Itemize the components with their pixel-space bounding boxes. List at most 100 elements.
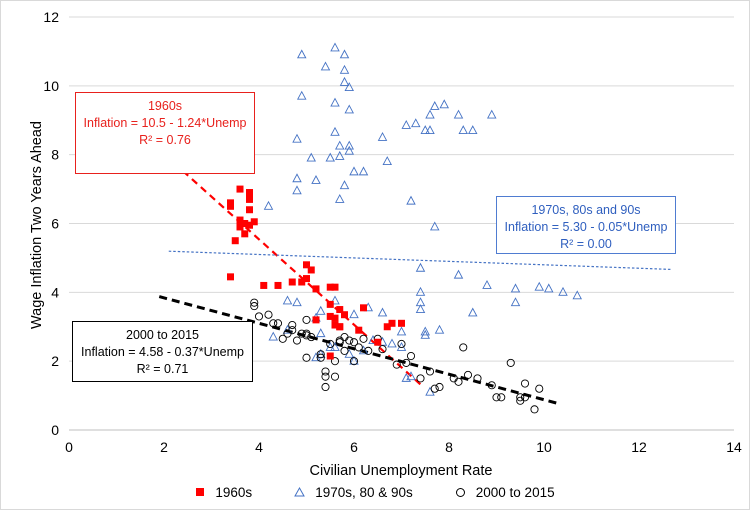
- legend: 1960s 1970s, 80 & 90s 2000 to 2015: [1, 481, 749, 503]
- annotation-2000s-title: 2000 to 2015: [126, 328, 199, 342]
- point-1960s: [246, 195, 253, 203]
- point-1970s-90s: [344, 145, 354, 155]
- point-1970s-90s: [396, 326, 407, 336]
- axes: 0 2 4 6 8 10 12 0 2 4 6 8 10 12 14: [43, 9, 742, 455]
- point-1970s-90s: [468, 307, 478, 317]
- point-1960s: [236, 223, 244, 231]
- point-2000-2015: [302, 315, 311, 324]
- y-tick-label: 4: [51, 284, 59, 300]
- point-1970s-90s: [263, 200, 274, 210]
- legend-label-1970s: 1970s, 80 & 90s: [315, 484, 413, 500]
- point-2000-2015: [250, 302, 259, 311]
- legend-item-1970s: 1970s, 80 & 90s: [294, 481, 413, 503]
- point-1960s: [227, 202, 234, 210]
- point-1960s: [260, 281, 268, 289]
- point-1970s-90s: [297, 49, 307, 59]
- point-2000-2015: [316, 350, 325, 359]
- point-2000-2015: [250, 298, 259, 307]
- point-1970s-90s: [377, 307, 388, 317]
- point-1970s-90s: [430, 101, 440, 110]
- point-1970s-90s: [292, 173, 302, 183]
- point-1970s-90s: [330, 295, 340, 305]
- point-2000-2015: [402, 358, 411, 367]
- point-1960s: [326, 283, 334, 291]
- legend-item-2000s: 2000 to 2015: [455, 481, 555, 503]
- y-tick-label: 12: [43, 9, 59, 25]
- point-2000-2015: [349, 338, 359, 347]
- legend-label-2000s: 2000 to 2015: [475, 484, 555, 500]
- point-2000-2015: [530, 405, 539, 414]
- point-1970s-90s: [316, 328, 326, 338]
- point-1970s-90s: [330, 126, 340, 136]
- point-1970s-90s: [544, 283, 554, 293]
- point-1970s-90s: [387, 338, 397, 348]
- point-1970s-90s: [292, 185, 302, 195]
- point-1970s-90s: [344, 140, 354, 150]
- point-1970s-90s: [420, 329, 430, 339]
- point-2000-2015: [459, 343, 468, 352]
- point-1960s: [250, 218, 258, 226]
- point-1960s: [246, 221, 253, 229]
- point-1960s: [341, 311, 348, 319]
- point-2000-2015: [454, 377, 463, 386]
- point-2000-2015: [520, 393, 530, 402]
- y-tick-label: 0: [51, 422, 59, 438]
- annotation-1970s-equation: Inflation = 5.30 - 0.05*Unemp: [504, 220, 668, 234]
- trend-line-1970s-90s: [168, 250, 673, 271]
- point-1960s: [398, 319, 405, 327]
- x-tick-label: 10: [536, 439, 552, 455]
- point-2000-2015: [492, 393, 501, 402]
- annotation-1970s-title: 1970s, 80s and 90s: [531, 203, 641, 217]
- point-1970s-90s: [453, 109, 464, 119]
- point-2000-2015: [330, 357, 340, 366]
- point-1960s: [307, 266, 315, 274]
- point-1960s: [388, 319, 396, 327]
- point-1970s-90s: [306, 152, 316, 162]
- point-1960s: [241, 220, 249, 227]
- point-1960s: [326, 352, 334, 360]
- point-1960s: [331, 314, 339, 322]
- circle-marker-icon: [455, 487, 465, 497]
- point-1970s-90s: [411, 118, 421, 128]
- point-2000-2015: [321, 382, 330, 392]
- point-1970s-90s: [453, 269, 464, 279]
- annotation-2000s-equation: Inflation = 4.58 - 0.37*Unemp: [81, 345, 244, 359]
- point-1960s: [336, 306, 344, 314]
- point-2000-2015: [430, 384, 439, 393]
- y-tick-label: 8: [51, 147, 59, 163]
- annotation-1970s: 1970s, 80s and 90s Inflation = 5.30 - 0.…: [496, 196, 676, 254]
- point-1970s-90s: [282, 324, 293, 334]
- point-1970s-90s: [282, 295, 293, 305]
- point-1960s: [303, 261, 310, 269]
- point-1970s-90s: [311, 175, 321, 184]
- point-1970s-90s: [406, 371, 416, 381]
- point-2000-2015: [321, 367, 330, 376]
- point-2000-2015: [269, 319, 278, 328]
- point-1960s: [241, 230, 249, 238]
- point-1970s-90s: [339, 180, 350, 190]
- point-1970s-90s: [406, 195, 416, 205]
- trend-line-2000-2015: [158, 295, 559, 405]
- point-1970s-90s: [425, 125, 435, 135]
- point-1970s-90s: [330, 97, 340, 107]
- point-1970s-90s: [335, 193, 345, 203]
- point-2000-2015: [473, 374, 482, 383]
- point-2000-2015: [349, 357, 359, 366]
- point-1960s: [331, 321, 339, 329]
- point-1970s-90s: [415, 262, 426, 272]
- point-1970s-90s: [325, 152, 335, 162]
- point-2000-2015: [326, 339, 335, 349]
- legend-label-1960s: 1960s: [215, 484, 253, 500]
- trend-lines: [158, 170, 673, 405]
- point-1970s-90s: [468, 125, 478, 135]
- x-tick-label: 2: [160, 439, 168, 455]
- point-2000-2015: [354, 343, 363, 352]
- point-1960s: [303, 275, 310, 283]
- point-2000-2015: [264, 310, 273, 319]
- point-1970s-90s: [349, 309, 359, 319]
- x-tick-label: 12: [631, 439, 647, 455]
- triangle-marker-icon: [294, 487, 306, 497]
- x-tick-label: 6: [350, 439, 358, 455]
- point-2000-2015: [497, 393, 506, 402]
